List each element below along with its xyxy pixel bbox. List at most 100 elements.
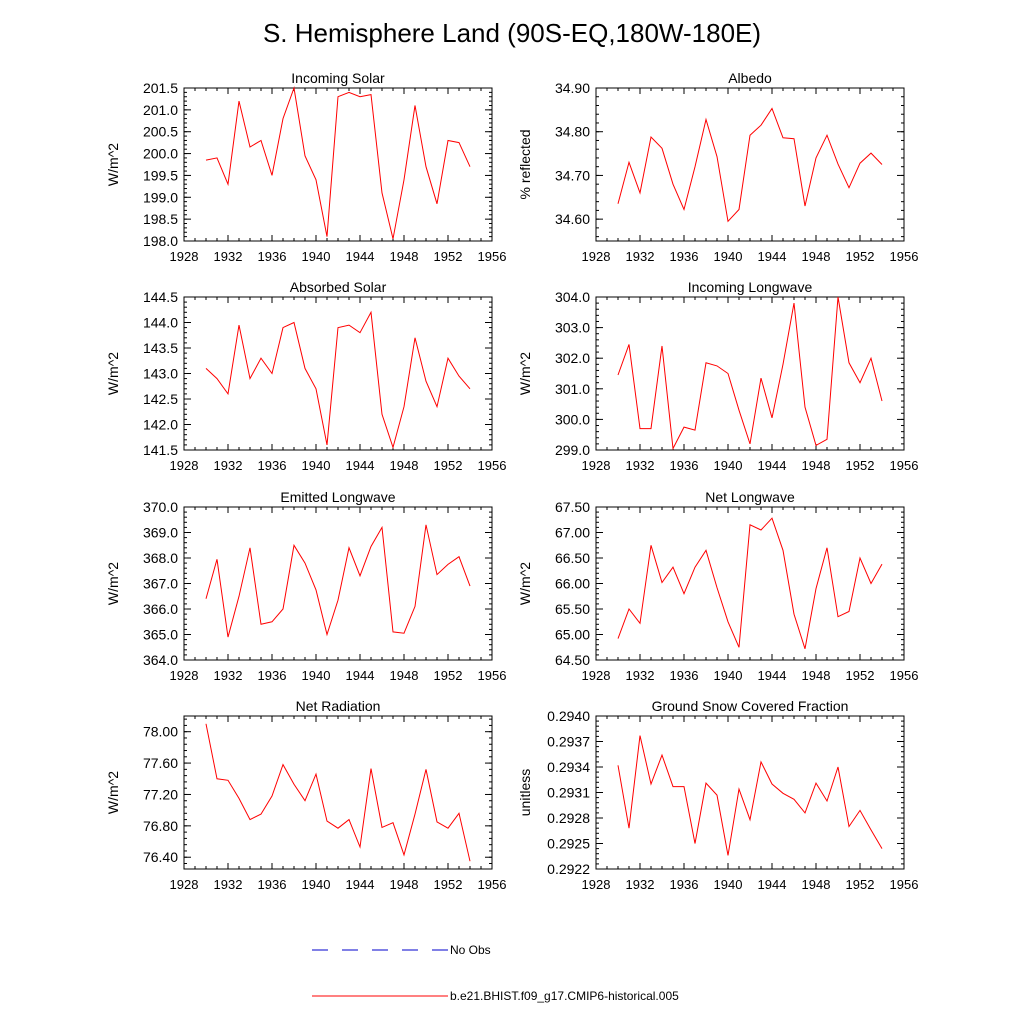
panel-title: Absorbed Solar (290, 279, 387, 295)
y-tick-label: 141.5 (143, 442, 178, 458)
panel-emitted-longwave: Emitted Longwave W/m^2 1928 1932 1936 1940 194… (105, 489, 506, 683)
panel-absorbed-solar: Absorbed Solar W/m^2 1928 1932 1936 1940 1944 1… (105, 279, 506, 473)
y-tick-label: 76.80 (143, 818, 178, 834)
x-tick-label: 1948 (390, 668, 419, 683)
x-tick-label: 1928 (170, 458, 199, 473)
y-tick-label: 201.0 (143, 102, 178, 118)
y-tick-label: 365.0 (143, 627, 178, 643)
y-tick-label: 77.20 (143, 786, 178, 802)
x-tick-label: 1948 (802, 458, 831, 473)
x-tick-label: 1944 (346, 458, 375, 473)
y-tick-label: 303.0 (555, 320, 590, 336)
x-tick-label: 1936 (258, 877, 287, 892)
y-tick-label: 367.0 (143, 576, 178, 592)
panel-title: Albedo (728, 70, 772, 86)
y-tick-label: 34.80 (555, 124, 590, 140)
y-tick-label: 65.00 (555, 627, 590, 643)
x-tick-label: 1952 (846, 877, 875, 892)
panel-title: Incoming Solar (291, 70, 385, 86)
plot-frame (595, 296, 905, 451)
y-tick-label: 0.2931 (547, 785, 590, 801)
x-tick-label: 1928 (582, 668, 611, 683)
x-tick-label: 1932 (214, 249, 243, 264)
y-tick-label: 0.2922 (547, 861, 590, 877)
x-tick-label: 1944 (758, 877, 787, 892)
panel-incoming-solar: Incoming Solar W/m^2 1928 1932 1936 1940 1944 1… (105, 70, 506, 264)
y-tick-label: 143.0 (143, 366, 178, 382)
y-tick-label: 143.5 (143, 340, 178, 356)
y-tick-label: 200.5 (143, 124, 178, 140)
y-tick-label: 66.00 (555, 576, 590, 592)
x-tick-label: 1956 (890, 668, 919, 683)
x-tick-label: 1948 (390, 877, 419, 892)
x-tick-label: 1940 (714, 249, 743, 264)
x-tick-label: 1948 (390, 249, 419, 264)
x-tick-label: 1956 (478, 458, 507, 473)
y-tick-label: 199.0 (143, 189, 178, 205)
x-tick-label: 1932 (214, 877, 243, 892)
plot-frame (595, 715, 905, 870)
y-axis-label: W/m^2 (105, 352, 121, 395)
x-tick-label: 1940 (302, 668, 331, 683)
x-tick-label: 1928 (582, 249, 611, 264)
x-tick-label: 1956 (478, 668, 507, 683)
plot-frame (183, 715, 493, 870)
y-tick-label: 0.2934 (547, 759, 590, 775)
x-tick-label: 1944 (758, 249, 787, 264)
x-tick-label: 1940 (714, 668, 743, 683)
y-tick-label: 142.5 (143, 391, 178, 407)
x-tick-label: 1956 (890, 458, 919, 473)
y-axis-label: W/m^2 (105, 562, 121, 605)
y-axis-label: % reflected (517, 129, 533, 199)
x-tick-label: 1948 (802, 668, 831, 683)
x-tick-label: 1952 (434, 249, 463, 264)
y-tick-label: 34.70 (555, 167, 590, 183)
x-tick-label: 1940 (714, 458, 743, 473)
x-tick-label: 1928 (582, 877, 611, 892)
y-tick-label: 0.2925 (547, 836, 590, 852)
x-tick-label: 1952 (846, 668, 875, 683)
y-tick-label: 67.00 (555, 525, 590, 541)
plot-frame (183, 506, 493, 661)
x-tick-label: 1932 (626, 877, 655, 892)
x-tick-label: 1936 (670, 458, 699, 473)
x-tick-label: 1952 (434, 668, 463, 683)
series-line-ground-snow-covered-fraction (617, 735, 883, 856)
y-tick-label: 304.0 (555, 289, 590, 305)
x-tick-label: 1932 (214, 458, 243, 473)
plot-frame (595, 87, 905, 242)
x-tick-label: 1952 (846, 458, 875, 473)
y-axis-label: unitless (517, 769, 533, 816)
panel-net-radiation: Net Radiation W/m^2 1928 1932 1936 1940 1944 19… (105, 698, 506, 892)
y-tick-label: 67.50 (555, 499, 590, 515)
series-line-emitted-longwave (205, 524, 471, 638)
x-tick-label: 1940 (714, 877, 743, 892)
x-tick-label: 1936 (258, 249, 287, 264)
y-tick-label: 0.2940 (547, 708, 590, 724)
y-tick-label: 201.5 (143, 80, 178, 96)
y-tick-label: 0.2928 (547, 810, 590, 826)
x-tick-label: 1952 (434, 458, 463, 473)
y-tick-label: 66.50 (555, 550, 590, 566)
x-tick-label: 1936 (670, 877, 699, 892)
legend-obs-label: No Obs (450, 943, 491, 957)
y-tick-label: 65.50 (555, 601, 590, 617)
y-tick-label: 302.0 (555, 350, 590, 366)
y-tick-label: 366.0 (143, 601, 178, 617)
y-tick-label: 144.0 (143, 315, 178, 331)
y-axis-label: W/m^2 (105, 143, 121, 186)
x-tick-label: 1944 (346, 249, 375, 264)
x-tick-label: 1936 (670, 668, 699, 683)
series-line-absorbed-solar (205, 310, 471, 450)
series-line-net-radiation (205, 723, 471, 862)
series-line-albedo (617, 107, 883, 223)
y-tick-label: 300.0 (555, 411, 590, 427)
panels: Incoming Solar W/m^2 1928 1932 1936 1940 1944 1… (105, 70, 918, 892)
y-tick-label: 200.0 (143, 146, 178, 162)
y-tick-label: 77.60 (143, 755, 178, 771)
x-tick-label: 1932 (626, 668, 655, 683)
panel-albedo: Albedo % reflected 1928 1932 1936 1940 1944 194… (517, 70, 918, 264)
y-tick-label: 0.2937 (547, 734, 590, 750)
y-tick-label: 301.0 (555, 381, 590, 397)
